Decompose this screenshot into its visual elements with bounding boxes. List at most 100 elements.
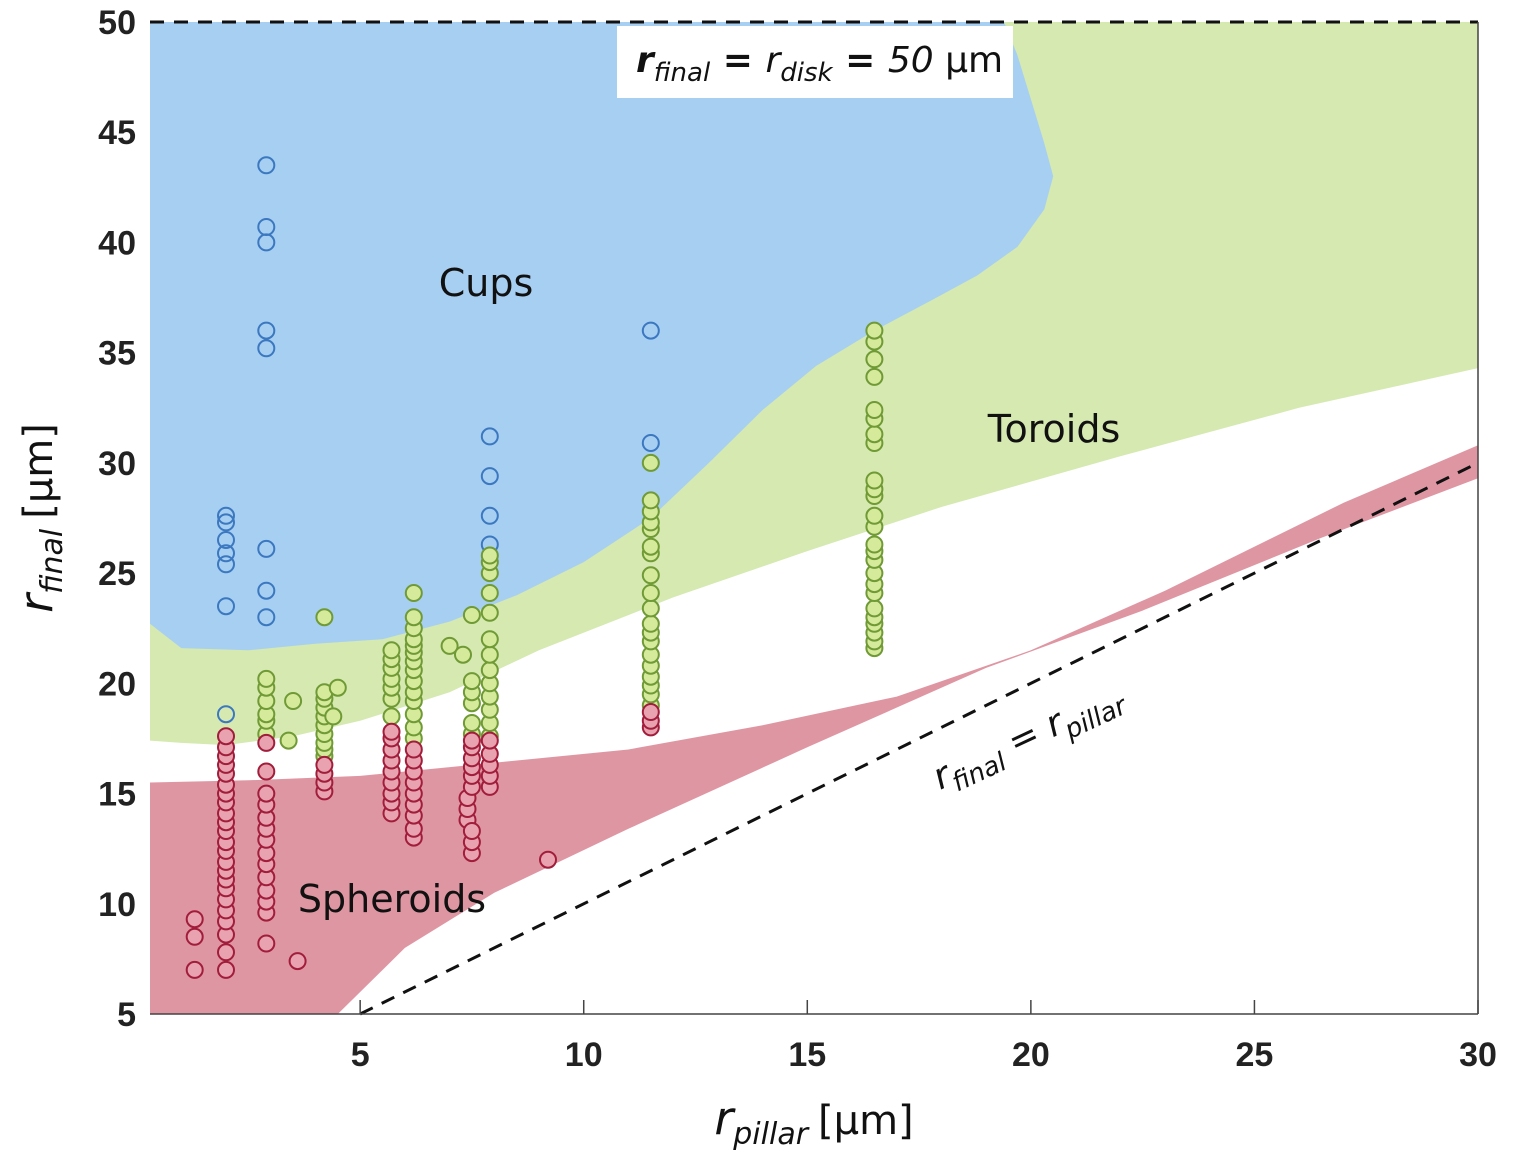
cups-point [257,581,276,600]
spheroids-point [185,927,204,946]
toroids-point [480,546,499,565]
toroids-point [382,641,401,660]
y-axis-label: rfinal [μm] [9,423,70,613]
disk-eq-2: = [833,40,888,81]
x-axis-label: rpillar [μm] [714,1091,913,1152]
spheroids-point [185,910,204,929]
disk-sub-disk: disk [780,58,833,88]
toroids-point [324,707,343,726]
toroids-point [865,506,884,525]
cups-point [217,705,235,724]
toroids-point [440,636,459,655]
toroids-point [462,714,481,732]
region-layer [150,22,1478,1014]
toroids-point [865,321,884,340]
cups-point [217,555,235,574]
disk-annotation-text: rfinal = rdisk = 50 μm [636,40,1003,88]
cups-point [257,539,276,558]
cups-point [257,321,276,340]
spheroids-point [288,952,307,971]
toroids-point [865,401,884,419]
y-tick-label: 45 [98,114,136,152]
spheroids-point [217,960,235,979]
toroids-point [865,471,884,490]
disk-value: 50 [888,40,934,81]
toroids-point [284,692,303,710]
cups-label: Cups [439,261,534,305]
toroids-point [480,661,499,680]
cups-point [257,218,276,236]
x-tick-label: 25 [1236,1036,1274,1074]
spheroids-point [217,943,235,962]
spheroids-point [382,722,401,741]
toroids-point [480,630,499,649]
toroids-point [257,669,276,688]
spheroids-point [404,740,423,759]
marker-layer [185,156,884,979]
cups-point [217,597,235,616]
x-tick-label: 15 [788,1036,826,1074]
toroids-point [641,584,660,602]
spheroids-point [257,784,276,803]
toroids-point [480,603,499,622]
toroids-point [382,707,401,726]
x-label-symbol: r [714,1091,736,1145]
x-tick-label: 5 [351,1036,370,1074]
disk-eq-1: = [710,40,765,81]
y-tick-label: 25 [98,555,136,593]
disk-limit-annotation: rfinal = rdisk = 50 μm [617,26,1013,98]
toroids-point [865,350,884,369]
y-tick-label: 10 [98,886,136,924]
toroids-point [641,453,660,472]
x-tick-label: 30 [1459,1036,1497,1074]
cups-point [480,427,499,446]
spheroids-label: Spheroids [298,877,486,921]
axes [150,22,1479,1015]
x-ticks: 5 10 15 20 25 30 [351,1000,1497,1074]
disk-annotation-box [617,26,1013,98]
toroids-point [865,599,884,618]
spheroids-point [257,762,276,781]
y-label-symbol: r [9,591,63,613]
toroids-point [462,606,481,624]
disk-sub-final: final [654,58,711,88]
toroids-point [641,537,660,556]
toroids-point [315,608,334,627]
disk-symbol-r2: r [765,40,782,81]
toroids-point [279,731,298,750]
spheroids-series [185,703,660,979]
y-label-subscript: final [35,528,70,594]
spheroids-point [257,934,276,953]
toroids-point [404,608,423,627]
pillar-sub-pillar: pillar [1059,690,1133,746]
y-tick-label: 15 [98,776,136,814]
cups-point [257,156,276,175]
toroids-point [641,566,660,585]
y-tick-label: 30 [98,445,136,483]
spheroids-point [217,727,235,746]
x-tick-label: 10 [565,1036,603,1074]
x-tick-label: 20 [1012,1036,1050,1074]
spheroids-point [480,731,499,750]
toroids-point [328,678,347,697]
y-tick-label: 40 [98,224,136,262]
toroids-point [641,491,660,510]
spheroids-point [539,850,557,869]
toroids-point [454,645,472,664]
cups-point [217,506,235,525]
cups-point [257,608,276,627]
spheroids-point [257,733,276,752]
toroids-point [641,599,660,618]
cups-region [150,22,1054,651]
cups-point [641,434,660,452]
pillar-limit-annotation: rfinal = rpillar [926,690,1133,798]
reference-lines [150,20,1479,1016]
cups-point [217,513,235,532]
toroids-point [865,367,884,386]
spheroids-point [641,703,660,721]
toroids-point [404,584,423,602]
cups-point [480,467,499,486]
y-tick-label: 50 [98,4,136,42]
toroids-point [865,535,884,554]
y-label-unit: [μm] [16,423,62,519]
